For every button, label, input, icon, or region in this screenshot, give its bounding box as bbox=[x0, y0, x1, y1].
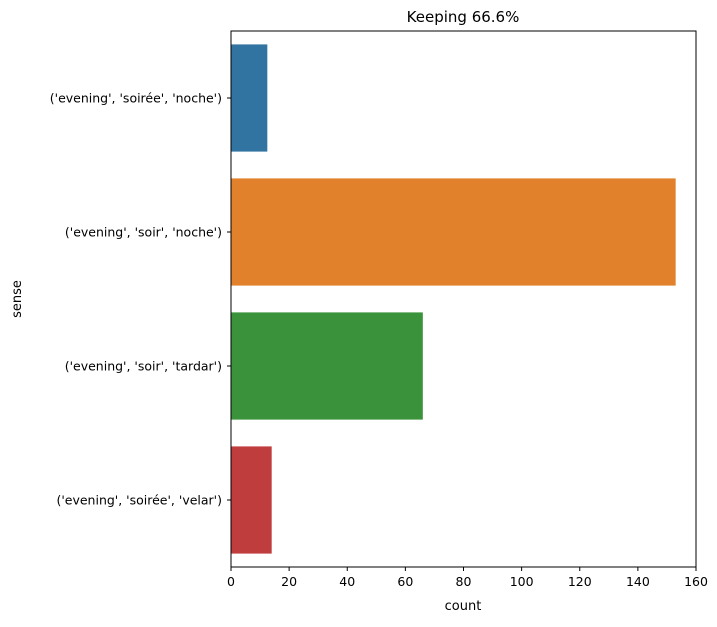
x-tick-label-3: 60 bbox=[397, 574, 413, 589]
bars-layer bbox=[231, 44, 676, 554]
y-tick-label-0: ('evening', 'soirée', 'noche') bbox=[50, 91, 222, 106]
x-tick-label-4: 80 bbox=[456, 574, 472, 589]
x-axis-label: count bbox=[445, 599, 482, 614]
bar-2 bbox=[231, 312, 423, 420]
x-tick-label-1: 20 bbox=[281, 574, 297, 589]
chart-title: Keeping 66.6% bbox=[407, 8, 520, 26]
bar-0 bbox=[231, 44, 268, 152]
y-axis-label: sense bbox=[10, 280, 25, 318]
y-tick-label-1: ('evening', 'soir', 'noche') bbox=[65, 225, 222, 240]
x-tick-label-8: 160 bbox=[684, 574, 708, 589]
x-axis-ticks: 0 20 40 60 80 100 120 140 160 bbox=[227, 567, 708, 589]
y-axis-ticks: ('evening', 'soirée', 'noche') ('evening'… bbox=[50, 91, 231, 508]
plot-frame bbox=[230, 30, 697, 568]
x-tick-label-6: 120 bbox=[568, 574, 592, 589]
x-tick-label-5: 100 bbox=[510, 574, 534, 589]
x-tick-label-7: 140 bbox=[626, 574, 650, 589]
x-tick-label-0: 0 bbox=[227, 574, 235, 589]
bar-3 bbox=[231, 446, 272, 554]
y-tick-label-3: ('evening', 'soirée', 'velar') bbox=[56, 493, 222, 508]
x-tick-label-2: 40 bbox=[339, 574, 355, 589]
bar-1 bbox=[231, 178, 676, 286]
y-tick-label-2: ('evening', 'soir', 'tardar') bbox=[65, 359, 222, 374]
